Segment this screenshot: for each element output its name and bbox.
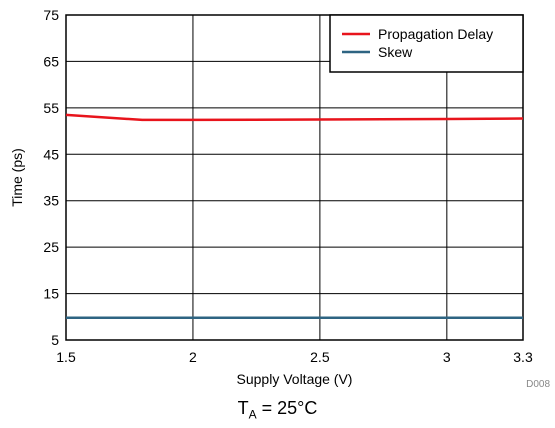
line-chart: 1.5 2 2.5 3 3.3 5 15 25 35 45 55 65 75 Supply Volta… xyxy=(9,7,550,390)
x-tick-label: 3.3 xyxy=(513,349,533,365)
legend: Propagation Delay Skew xyxy=(329,14,524,73)
legend-label-0: Propagation Delay xyxy=(378,26,493,42)
figure-caption: TA = 25°C xyxy=(0,398,555,422)
y-tick-label: 25 xyxy=(43,239,59,255)
caption-suffix: = 25°C xyxy=(256,398,318,418)
x-axis-label: Supply Voltage (V) xyxy=(237,371,353,387)
plot-frame xyxy=(65,14,524,341)
series-layer xyxy=(65,113,524,319)
legend-box xyxy=(329,14,524,73)
y-tick-label: 55 xyxy=(43,100,59,116)
y-tick-label: 75 xyxy=(43,7,59,23)
y-axis-label: Time (ps) xyxy=(9,148,25,207)
series-line-0 xyxy=(65,113,524,122)
y-tick-label: 5 xyxy=(51,332,59,348)
x-tick-label: 3 xyxy=(443,349,451,365)
caption-subscript: A xyxy=(248,407,257,422)
y-tick-label: 15 xyxy=(43,286,59,302)
y-tick-label: 35 xyxy=(43,193,59,209)
x-tick-label: 2.5 xyxy=(310,349,330,365)
x-tick-labels: 1.5 2 2.5 3 3.3 xyxy=(56,349,533,365)
legend-label-1: Skew xyxy=(378,44,413,60)
y-tick-label: 45 xyxy=(43,146,59,162)
caption-prefix: T xyxy=(237,398,249,418)
figure-id: D008 xyxy=(526,379,550,390)
y-tick-label: 65 xyxy=(43,53,59,69)
x-tick-label: 1.5 xyxy=(56,349,76,365)
x-tick-label: 2 xyxy=(189,349,197,365)
y-tick-labels: 5 15 25 35 45 55 65 75 xyxy=(43,7,59,348)
